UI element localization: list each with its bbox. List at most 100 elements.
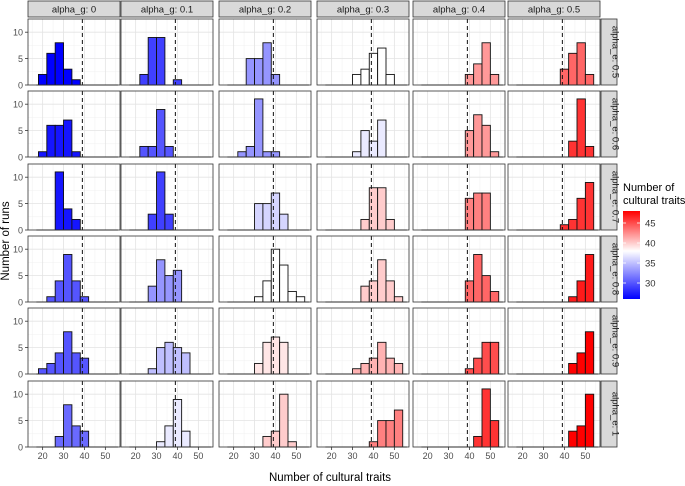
facet-panel: [218, 307, 312, 375]
histogram-bar: [270, 192, 281, 231]
panel-border: [507, 380, 601, 448]
histogram-bar: [385, 218, 395, 231]
facet-panel: [120, 163, 214, 231]
histogram-bar: [254, 362, 264, 375]
legend-title-line2: cultural traits: [623, 195, 685, 207]
facet-panel: [316, 380, 410, 448]
facet-panel: [120, 235, 214, 303]
histogram-bar: [385, 357, 395, 375]
histogram-bar: [295, 296, 306, 303]
histogram-bar: [368, 140, 379, 158]
histogram-bar: [262, 151, 272, 158]
histogram-bar: [568, 218, 578, 231]
facet-panel: [120, 380, 214, 448]
legend-tick-label: 40: [645, 239, 656, 250]
facet-strip-right: [600, 380, 618, 448]
y-tick-label: 10: [13, 100, 23, 110]
y-tick-label: 5: [18, 416, 23, 426]
histogram-bar: [279, 264, 289, 303]
histogram-bar: [368, 441, 379, 448]
facet-strip-right-label: alpha_e: 0.7: [610, 171, 621, 223]
legend-tick-label: 35: [645, 259, 656, 270]
legend-title-line1: Number of: [623, 182, 675, 194]
panel-border: [218, 380, 312, 448]
x-tick-label: 50: [389, 451, 399, 461]
panel-border: [412, 235, 506, 303]
facet-panel: [316, 235, 410, 303]
histogram-bar: [54, 435, 64, 448]
panel-border: [507, 18, 601, 86]
facet-panel: [120, 307, 214, 375]
panel-border: [412, 163, 506, 231]
facet-strip-top-label: alpha_g: 0.5: [528, 5, 580, 16]
color-legend: Number of cultural traits 30 35 40 45: [623, 182, 685, 299]
histogram-bar: [368, 187, 379, 231]
legend-tick-label: 45: [645, 219, 656, 230]
x-tick-label: 50: [580, 451, 590, 461]
histogram-bar: [254, 98, 264, 158]
x-tick-label: 50: [193, 451, 203, 461]
histogram-bar: [568, 296, 578, 303]
x-tick-label: 30: [250, 451, 260, 461]
histogram-bar: [54, 280, 64, 303]
y-axis-title: Number of runs: [0, 201, 12, 281]
histogram-bar: [54, 124, 64, 158]
histogram-bar: [568, 362, 578, 375]
panel-border: [412, 18, 506, 86]
facet-panel: [507, 18, 601, 86]
histogram-bar: [79, 357, 90, 375]
histogram-bar: [489, 151, 500, 158]
histogram-bar: [156, 171, 166, 231]
panel-border: [316, 90, 410, 158]
histogram-bar: [262, 341, 272, 375]
facet-strip-top-label: alpha_g: 0.1: [141, 5, 193, 16]
facet-strip-top: [412, 0, 506, 18]
panel-border: [507, 235, 601, 303]
facet-strip-top: [316, 0, 410, 18]
facet-panel: [412, 235, 506, 303]
y-tick-label: 0: [18, 81, 23, 91]
histogram-bar: [262, 280, 272, 303]
histogram-bar: [172, 347, 183, 375]
panel-border: [120, 380, 214, 448]
histogram-bar: [377, 341, 387, 375]
facet-panel: [218, 18, 312, 86]
facet-strip-top: [27, 0, 121, 18]
facet-panel: [218, 90, 312, 158]
panel-border: [412, 307, 506, 375]
panel-border: [120, 307, 214, 375]
histogram-bar: [279, 341, 289, 375]
histogram-bar: [568, 52, 578, 86]
histogram-bar: [473, 435, 483, 448]
histogram-bar: [63, 331, 73, 375]
histogram-bar: [559, 68, 570, 86]
x-tick-label: 20: [327, 451, 337, 461]
facet-panel: [412, 380, 506, 448]
facet-strip-right-label: alpha_e: 0.5: [610, 26, 621, 78]
histogram-bar: [279, 393, 289, 448]
histogram-bar: [46, 52, 56, 86]
panel-border: [218, 307, 312, 375]
histogram-bar: [147, 368, 157, 375]
x-tick-label: 40: [79, 451, 89, 461]
histogram-bar: [63, 68, 73, 86]
histogram-bar: [481, 42, 491, 86]
y-tick-label: 0: [18, 443, 23, 453]
x-axis-title: Number of cultural traits: [269, 472, 391, 484]
x-tick-label: 20: [423, 451, 433, 461]
legend-tick-label: 30: [645, 279, 656, 290]
histogram-bar: [172, 79, 183, 86]
x-tick-label: 40: [172, 451, 182, 461]
y-tick-label: 5: [18, 343, 23, 353]
histogram-bar: [181, 430, 191, 448]
histogram-bar: [63, 254, 73, 303]
histogram-bar: [147, 145, 157, 158]
panel-border: [218, 163, 312, 231]
histogram-bar: [270, 73, 281, 86]
histogram-bar: [270, 248, 281, 303]
panel-border: [218, 90, 312, 158]
facet-panel: [507, 163, 601, 231]
panel-border: [507, 90, 601, 158]
histogram-bar: [576, 280, 586, 303]
